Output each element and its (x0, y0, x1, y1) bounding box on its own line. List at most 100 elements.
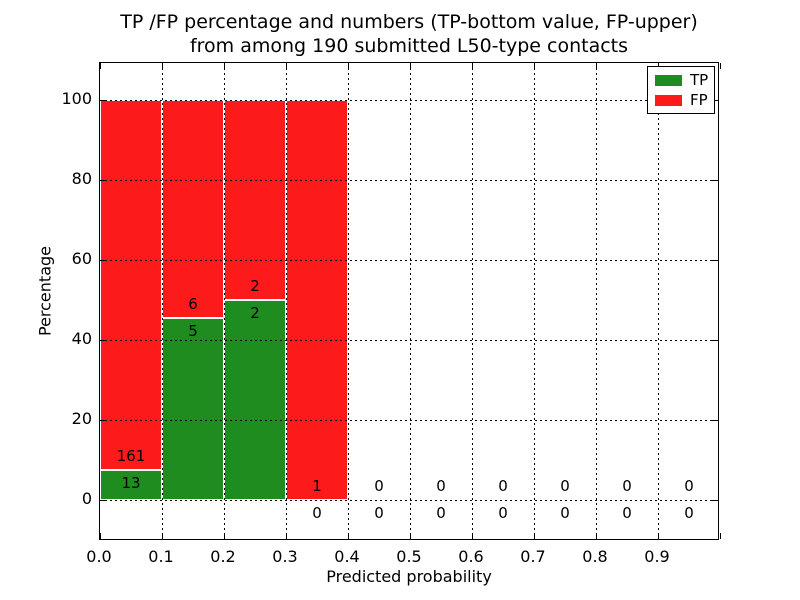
tp-count-annotation: 13 (121, 474, 141, 493)
tp-count-annotation: 0 (498, 504, 508, 522)
x-tick-label: 0.3 (272, 547, 298, 566)
y-tick-right (712, 179, 718, 181)
x-tick-bottom (347, 533, 349, 539)
y-tick-right (712, 339, 718, 341)
x-tick-bottom (657, 533, 659, 539)
fp-count-annotation: 6 (188, 295, 198, 314)
bar-segment-tp (224, 300, 286, 500)
x-tick-top (533, 63, 535, 69)
tp-count-annotation: 0 (622, 504, 632, 522)
x-gridline (595, 63, 597, 539)
plot-area: 161 13 6 5 2 2 1 0 0 0 0 0 0 0 0 0 0 0 0 0 (99, 62, 721, 540)
x-tick-label: 0.9 (644, 547, 670, 566)
x-tick-top (347, 63, 349, 69)
x-tick-bottom (285, 533, 287, 539)
y-tick-label: 100 (61, 89, 92, 108)
bar-segment-fp (286, 100, 348, 500)
x-tick-label: 0.4 (334, 547, 360, 566)
tp-count-annotation: 0 (684, 504, 694, 522)
y-tick-left (100, 179, 106, 181)
y-tick-label: 60 (71, 249, 92, 268)
y-tick-label: 20 (71, 409, 92, 428)
fp-count-annotation: 1 (312, 477, 322, 495)
fp-count-annotation: 2 (250, 277, 260, 295)
x-tick-bottom (409, 533, 411, 539)
fp-count-annotation: 0 (498, 477, 508, 495)
x-gridline (161, 63, 163, 539)
bar-segment-fp (162, 100, 224, 319)
x-tick-bottom (223, 533, 225, 539)
fp-count-annotation: 161 (116, 447, 146, 466)
y-tick-label: 80 (71, 169, 92, 188)
x-tick-label: 0.8 (582, 547, 608, 566)
legend-row: FP (655, 90, 708, 109)
fp-count-annotation: 0 (622, 477, 632, 495)
y-gridline (100, 419, 718, 421)
x-tick-top (223, 63, 225, 69)
fp-count-annotation: 0 (436, 477, 446, 495)
x-tick-label: 0.5 (396, 547, 422, 566)
y-tick-left (100, 499, 106, 501)
legend: TP FP (647, 66, 715, 114)
bar-segment-fp (224, 100, 286, 300)
x-gridline (285, 63, 287, 539)
y-tick-left (100, 419, 106, 421)
legend-label: FP (690, 90, 708, 109)
tp-count-annotation: 5 (188, 322, 198, 341)
y-tick-left (100, 99, 106, 101)
x-tick-bottom (471, 533, 473, 539)
y-tick-label: 40 (71, 329, 92, 348)
bar-segment-tp (162, 318, 224, 500)
x-tick-bottom (595, 533, 597, 539)
y-tick-label: 0 (81, 489, 92, 508)
y-gridline (100, 259, 718, 261)
legend-swatch-fp (655, 94, 682, 106)
x-tick-top (719, 63, 721, 69)
legend-label: TP (690, 70, 709, 89)
y-tick-right (712, 99, 718, 101)
chart-title-line2: from among 190 submitted L50-type contac… (189, 35, 629, 57)
tp-count-annotation: 0 (374, 504, 384, 522)
tp-count-annotation: 2 (250, 304, 260, 322)
x-tick-top (285, 63, 287, 69)
legend-swatch-tp (655, 74, 682, 86)
fp-count-annotation: 0 (374, 477, 384, 495)
y-tick-right (712, 259, 718, 261)
legend-row: TP (655, 70, 709, 89)
x-tick-bottom (99, 533, 101, 539)
x-gridline (471, 63, 473, 539)
y-gridline (100, 339, 718, 341)
fp-count-annotation: 0 (684, 477, 694, 495)
x-tick-bottom (161, 533, 163, 539)
fp-count-annotation: 0 (560, 477, 570, 495)
tp-count-annotation: 0 (312, 504, 322, 522)
y-gridline (100, 179, 718, 181)
x-tick-label: 0.1 (148, 547, 174, 566)
x-tick-bottom (533, 533, 535, 539)
y-tick-left (100, 259, 106, 261)
x-gridline (409, 63, 411, 539)
x-tick-label: 0.0 (86, 547, 112, 566)
y-gridline (100, 99, 718, 101)
x-tick-top (595, 63, 597, 69)
chart-title: TP /FP percentage and numbers (TP-bottom… (99, 10, 719, 58)
x-axis-label: Predicted probability (326, 567, 492, 586)
x-tick-label: 0.2 (210, 547, 236, 566)
x-tick-label: 0.7 (520, 547, 546, 566)
x-tick-top (161, 63, 163, 69)
y-tick-right (712, 499, 718, 501)
tp-count-annotation: 0 (560, 504, 570, 522)
x-gridline (657, 63, 659, 539)
bar-segment-tp (100, 470, 162, 500)
tp-count-annotation: 0 (436, 504, 446, 522)
y-tick-left (100, 339, 106, 341)
x-tick-top (99, 63, 101, 69)
bar-segment-fp (100, 100, 162, 471)
x-gridline (347, 63, 349, 539)
y-gridline (100, 499, 718, 501)
chart-title-line1: TP /FP percentage and numbers (TP-bottom… (120, 11, 698, 33)
x-tick-top (409, 63, 411, 69)
x-gridline (223, 63, 225, 539)
x-tick-bottom (719, 533, 721, 539)
